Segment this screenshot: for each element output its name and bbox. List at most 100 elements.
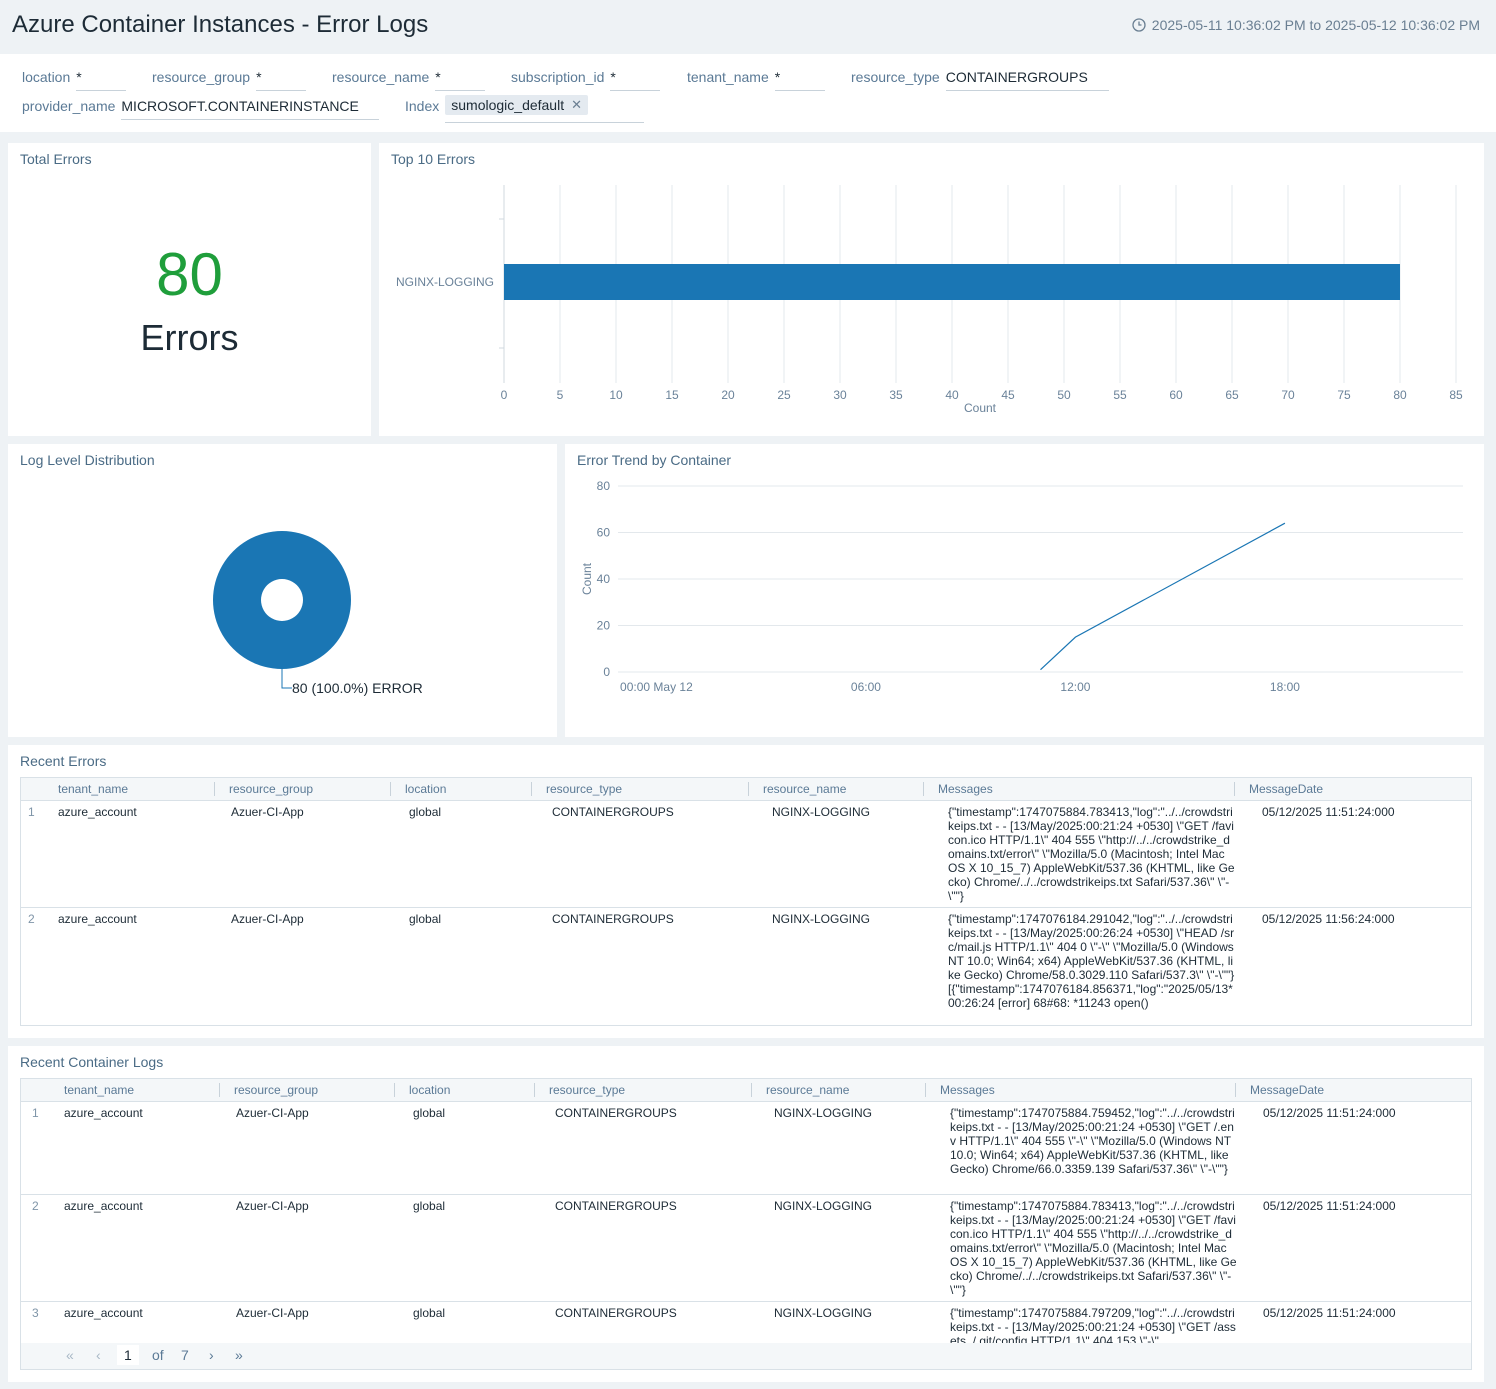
table-row[interactable]: 2 azure_account Azuer-CI-App global CONT… [21,908,1471,1025]
cell-message-date: 05/12/2025 11:51:24:000 [1263,1306,1396,1320]
y-axis-label: Count [580,562,594,595]
column-divider[interactable] [534,1083,535,1097]
cell-resource-group: Azuer-CI-App [231,805,304,819]
column-header-messages[interactable]: Messages [938,782,993,796]
column-divider[interactable] [531,782,532,796]
time-range-selector[interactable]: 2025-05-11 10:36:02 PM to 2025-05-12 10:… [1132,17,1480,33]
panel-recent-container-logs: Recent Container Logs tenant_name resour… [8,1046,1484,1382]
cell-tenant-name: azure_account [64,1199,143,1213]
filter-tenant-name[interactable]: tenant_name * [687,67,825,91]
filter-value[interactable]: * [610,67,661,91]
cell-resource-type: CONTAINERGROUPS [555,1199,677,1213]
column-divider[interactable] [1234,782,1235,796]
cell-location: global [409,912,442,926]
table-row[interactable]: 2 azure_account Azuer-CI-App global CONT… [21,1195,1471,1302]
table-row[interactable]: 1 azure_account Azuer-CI-App global CONT… [21,801,1471,908]
table-row[interactable]: 1 azure_account Azuer-CI-App global CONT… [21,1102,1471,1195]
x-tick-label: 25 [777,388,791,402]
filter-subscription-id[interactable]: subscription_id * [511,67,661,91]
column-divider[interactable] [214,782,215,796]
dashboard-title: Azure Container Instances - Error Logs [12,11,429,38]
column-header-location[interactable]: location [409,1083,451,1097]
slice-label: 80 (100.0%) ERROR [292,680,423,696]
column-divider[interactable] [751,1083,752,1097]
x-tick-label: 30 [833,388,847,402]
filter-value[interactable]: CONTAINERGROUPS [945,67,1109,91]
column-header-tenant-name[interactable]: tenant_name [58,782,129,796]
total-errors-value: 80 [156,241,223,308]
column-header-resource-name[interactable]: resource_name [763,782,847,796]
column-divider[interactable] [1235,1083,1236,1097]
filter-bar: location * resource_group * resource_nam… [0,54,1496,132]
column-header-messages[interactable]: Messages [940,1083,995,1097]
cell-location: global [413,1199,446,1213]
previous-page-icon[interactable]: ‹ [96,1347,101,1363]
column-divider[interactable] [394,1083,395,1097]
column-header-resource-type[interactable]: resource_type [546,782,623,796]
table-header: tenant_name resource_group location reso… [21,1079,1471,1102]
column-header-tenant-name[interactable]: tenant_name [64,1083,135,1097]
x-tick-label: 80 [1393,388,1407,402]
panel-top-10-errors: Top 10 Errors 0 5 10 15 20 25 30 35 40 45 50 55 60 65… [379,143,1484,436]
filter-label: subscription_id [511,69,605,85]
current-page-input[interactable]: 1 [117,1345,139,1365]
recent-errors-table: tenant_name resource_group location reso… [20,777,1472,1026]
column-header-location[interactable]: location [405,782,447,796]
cell-message: {"timestamp":1747075884.759452,"log":"..… [950,1106,1235,1176]
column-divider[interactable] [923,782,924,796]
column-header-resource-name[interactable]: resource_name [766,1083,850,1097]
column-divider[interactable] [390,782,391,796]
index-chip-field[interactable]: sumologic_default ✕ [445,93,645,123]
panel-title: Recent Errors [20,753,107,769]
column-divider[interactable] [925,1083,926,1097]
dashboard-header: Azure Container Instances - Error Logs 2… [0,0,1496,54]
x-tick-label: 12:00 [1060,680,1090,694]
x-tick-label: 55 [1113,388,1127,402]
close-icon[interactable]: ✕ [571,97,583,112]
column-header-message-date[interactable]: MessageDate [1250,1083,1325,1097]
filter-value[interactable]: * [256,67,307,91]
table-pagination: « ‹ 1 of 7 › » [21,1343,1471,1369]
bar-nginx-logging [504,264,1400,300]
column-header-resource-type[interactable]: resource_type [549,1083,626,1097]
x-tick-label: 45 [1001,388,1015,402]
x-tick-label: 75 [1337,388,1351,402]
column-divider[interactable] [219,1083,220,1097]
top-errors-bar-chart: 0 5 10 15 20 25 30 35 40 45 50 55 60 65 70 75 80 85 NGINX-… [396,185,1463,415]
panel-title: Total Errors [20,151,92,167]
filter-value[interactable]: * [774,67,825,91]
cell-location: global [413,1306,446,1320]
filter-resource-name[interactable]: resource_name * [332,67,486,91]
cell-resource-type: CONTAINERGROUPS [555,1106,677,1120]
filter-label: Index [405,98,440,114]
column-divider[interactable] [748,782,749,796]
table-row[interactable]: 3 azure_account Azuer-CI-App global CONT… [21,1302,1471,1345]
last-page-icon[interactable]: » [235,1347,243,1363]
filter-index[interactable]: Index sumologic_default ✕ [405,93,645,123]
column-header-resource-group[interactable]: resource_group [234,1083,319,1097]
filter-resource-group[interactable]: resource_group * [152,67,307,91]
filter-label: resource_name [332,69,430,85]
x-tick-label: 0 [501,388,508,402]
column-header-resource-group[interactable]: resource_group [229,782,314,796]
cell-resource-name: NGINX-LOGGING [772,805,871,819]
x-tick-label: 06:00 [851,680,881,694]
filter-value[interactable]: * [76,67,127,91]
filter-provider-name[interactable]: provider_name MICROSOFT.CONTAINERINSTANC… [22,96,380,120]
x-tick-label: 85 [1449,388,1463,402]
filter-resource-type[interactable]: resource_type CONTAINERGROUPS [851,67,1109,91]
filter-location[interactable]: location * [22,67,127,91]
filter-label: location [22,69,71,85]
filter-value[interactable]: MICROSOFT.CONTAINERINSTANCE [121,96,380,120]
category-label: NGINX-LOGGING [396,275,494,289]
cell-location: global [413,1106,446,1120]
index-chip[interactable]: sumologic_default ✕ [445,95,589,115]
first-page-icon[interactable]: « [66,1347,74,1363]
x-tick-label: 10 [609,388,623,402]
filter-value[interactable]: * [435,67,486,91]
row-number: 2 [28,912,35,926]
column-header-message-date[interactable]: MessageDate [1249,782,1324,796]
cell-message-date: 05/12/2025 11:56:24:000 [1262,912,1395,926]
next-page-icon[interactable]: › [209,1347,214,1363]
cell-message: {"timestamp":1747075884.783413,"log":"..… [950,1199,1237,1297]
